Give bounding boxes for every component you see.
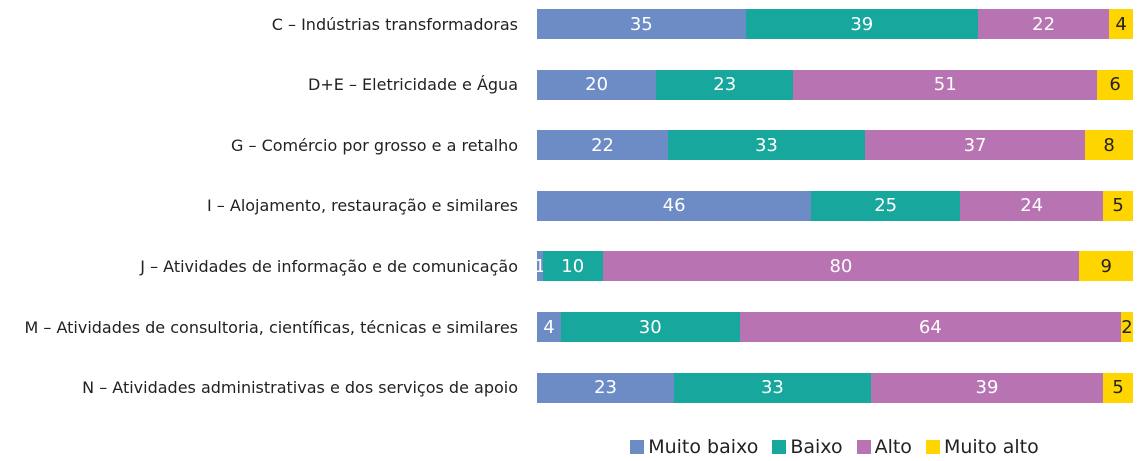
- bar-segment: 39: [745, 9, 979, 39]
- bar-segment: 20: [537, 69, 657, 100]
- value-label: 39: [850, 13, 874, 35]
- value-label: 22: [1032, 13, 1056, 35]
- legend-label: Baixo: [790, 436, 843, 458]
- bar-segment: 35: [537, 9, 746, 39]
- bar-segment: 4: [537, 312, 561, 342]
- bar-segment: 23: [656, 69, 794, 100]
- value-label: 35: [629, 13, 653, 35]
- value-label: 22: [591, 134, 614, 156]
- value-label: 1: [534, 255, 546, 277]
- category-label: N – Atividades administrativas e dos ser…: [82, 378, 518, 398]
- value-label: 23: [713, 74, 737, 96]
- value-label: 4: [1115, 13, 1127, 35]
- legend-item: Alto: [856, 436, 912, 458]
- value-label: 10: [561, 255, 585, 277]
- bar-segment: 37: [864, 130, 1086, 161]
- bar-segment: 25: [811, 190, 961, 221]
- value-label: 8: [1103, 134, 1115, 156]
- legend-item: Muito alto: [925, 436, 1039, 458]
- bar-segment: 9: [1079, 251, 1133, 282]
- legend-item: Muito baixo: [630, 436, 758, 458]
- bar-segment: 51: [793, 69, 1098, 100]
- bar-segment: 46: [537, 190, 812, 221]
- legend-swatch: [856, 440, 871, 454]
- value-label: 23: [594, 377, 617, 399]
- bar-segment: 33: [668, 130, 865, 161]
- value-label: 5: [1112, 377, 1124, 399]
- category-label: G – Comércio por grosso e a retalho: [231, 135, 518, 155]
- category-label: D+E – Eletricidade e Água: [308, 75, 518, 95]
- category-label: J – Atividades de informação e de comuni…: [140, 256, 518, 276]
- bar-segment: 22: [537, 130, 669, 161]
- value-label: 33: [760, 377, 784, 399]
- value-label: 80: [829, 255, 853, 277]
- legend-label: Alto: [874, 436, 912, 458]
- value-label: 4: [543, 316, 555, 338]
- bar-segment: 80: [602, 251, 1080, 282]
- legend: Muito baixo Baixo Alto Muito alto: [0, 436, 1139, 458]
- value-label: 25: [874, 195, 898, 217]
- category-label: M – Atividades de consultoria, científic…: [24, 317, 518, 337]
- bar-segment: 8: [1085, 130, 1133, 161]
- value-label: 33: [754, 134, 778, 156]
- bar-segment: 6: [1097, 69, 1133, 100]
- value-label: 9: [1100, 255, 1112, 277]
- value-label: 51: [933, 74, 957, 96]
- bar-segment: 24: [960, 190, 1104, 221]
- bar-segment: 1: [534, 251, 546, 282]
- value-label: 64: [918, 316, 942, 338]
- bar-segment: 22: [978, 9, 1110, 39]
- category-label: I – Alojamento, restauração e similares: [206, 196, 518, 216]
- bar-segment: 30: [560, 312, 740, 342]
- value-label: 46: [662, 195, 686, 217]
- bar-segment: 5: [1103, 372, 1133, 403]
- category-label: C – Indústrias transformadoras: [271, 14, 518, 34]
- legend-item: Baixo: [772, 436, 843, 458]
- bar-segment: 2: [1121, 312, 1133, 342]
- value-label: 5: [1112, 195, 1124, 217]
- value-label: 6: [1109, 74, 1121, 96]
- legend-swatch: [630, 440, 645, 454]
- bar-segment: 23: [537, 372, 675, 403]
- legend-label: Muito baixo: [648, 436, 759, 458]
- legend-swatch: [925, 440, 940, 454]
- bar-segment: 33: [674, 372, 871, 403]
- value-label: 20: [585, 74, 609, 96]
- legend-swatch: [772, 440, 787, 454]
- bar-segment: 4: [1109, 9, 1133, 39]
- value-label: 24: [1020, 195, 1044, 217]
- bar-segment: 5: [1103, 190, 1133, 221]
- value-label: 2: [1121, 316, 1133, 338]
- legend-label: Muito alto: [943, 436, 1039, 458]
- bar-segment: 10: [542, 251, 603, 282]
- bar-segment: 64: [739, 312, 1122, 342]
- value-label: 30: [638, 316, 662, 338]
- bar-segment: 39: [870, 372, 1104, 403]
- value-label: 37: [963, 134, 987, 156]
- value-label: 39: [975, 377, 999, 399]
